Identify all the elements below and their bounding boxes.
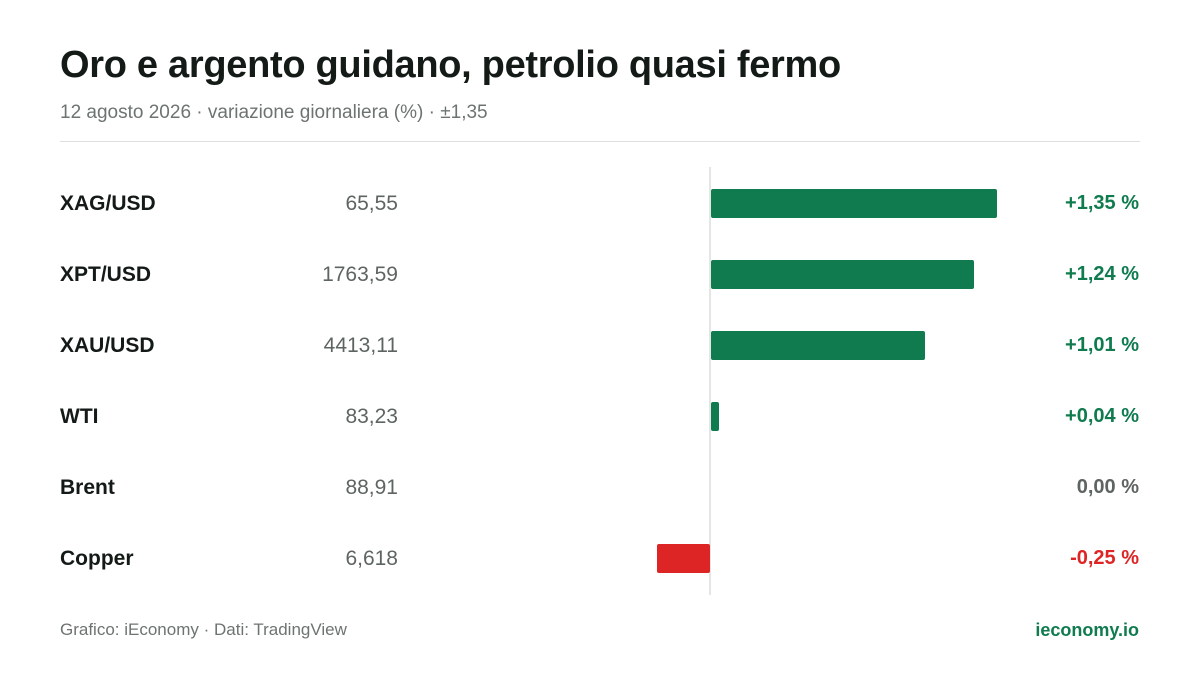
category-label: Copper xyxy=(60,547,134,570)
category-label: XAU/USD xyxy=(60,334,155,357)
chart-subtitle: 12 agosto 2026 · variazione giornaliera … xyxy=(60,102,488,123)
bar-row: WTI 83,23 +0,04 % xyxy=(0,381,1200,452)
positive-bar xyxy=(711,402,720,431)
source-credit: Grafico: iEconomy · Dati: TradingView xyxy=(60,620,347,639)
category-label: XAG/USD xyxy=(60,192,156,215)
price-value: 83,23 xyxy=(345,405,398,428)
change-label: +1,01 % xyxy=(1065,334,1139,356)
change-label: 0,00 % xyxy=(1076,476,1139,498)
price-value: 6,618 xyxy=(345,547,398,570)
positive-bar xyxy=(711,260,974,289)
bar-row: XPT/USD 1763,59 +1,24 % xyxy=(0,239,1200,310)
bar-row: XAG/USD 65,55 +1,35 % xyxy=(0,168,1200,239)
bar-row: Brent 88,91 0,00 % xyxy=(0,452,1200,523)
category-label: Brent xyxy=(60,476,115,499)
price-value: 65,55 xyxy=(345,192,398,215)
category-label: WTI xyxy=(60,405,99,428)
brand-link[interactable]: ieconomy.io xyxy=(1035,620,1139,640)
change-label: +1,24 % xyxy=(1065,263,1139,285)
price-value: 88,91 xyxy=(345,476,398,499)
positive-bar xyxy=(711,331,925,360)
bar-row: XAU/USD 4413,11 +1,01 % xyxy=(0,310,1200,381)
negative-bar xyxy=(657,544,710,573)
price-value: 1763,59 xyxy=(322,263,398,286)
bar-row: Copper 6,618 -0,25 % xyxy=(0,523,1200,594)
change-label: +0,04 % xyxy=(1065,405,1139,427)
price-value: 4413,11 xyxy=(323,334,398,357)
chart-title: Oro e argento guidano, petrolio quasi fe… xyxy=(60,44,841,86)
change-label: -0,25 % xyxy=(1070,547,1139,569)
header-divider xyxy=(60,141,1140,142)
positive-bar xyxy=(711,189,997,218)
category-label: XPT/USD xyxy=(60,263,152,286)
change-label: +1,35 % xyxy=(1065,192,1139,214)
zero-axis-line xyxy=(709,167,711,595)
